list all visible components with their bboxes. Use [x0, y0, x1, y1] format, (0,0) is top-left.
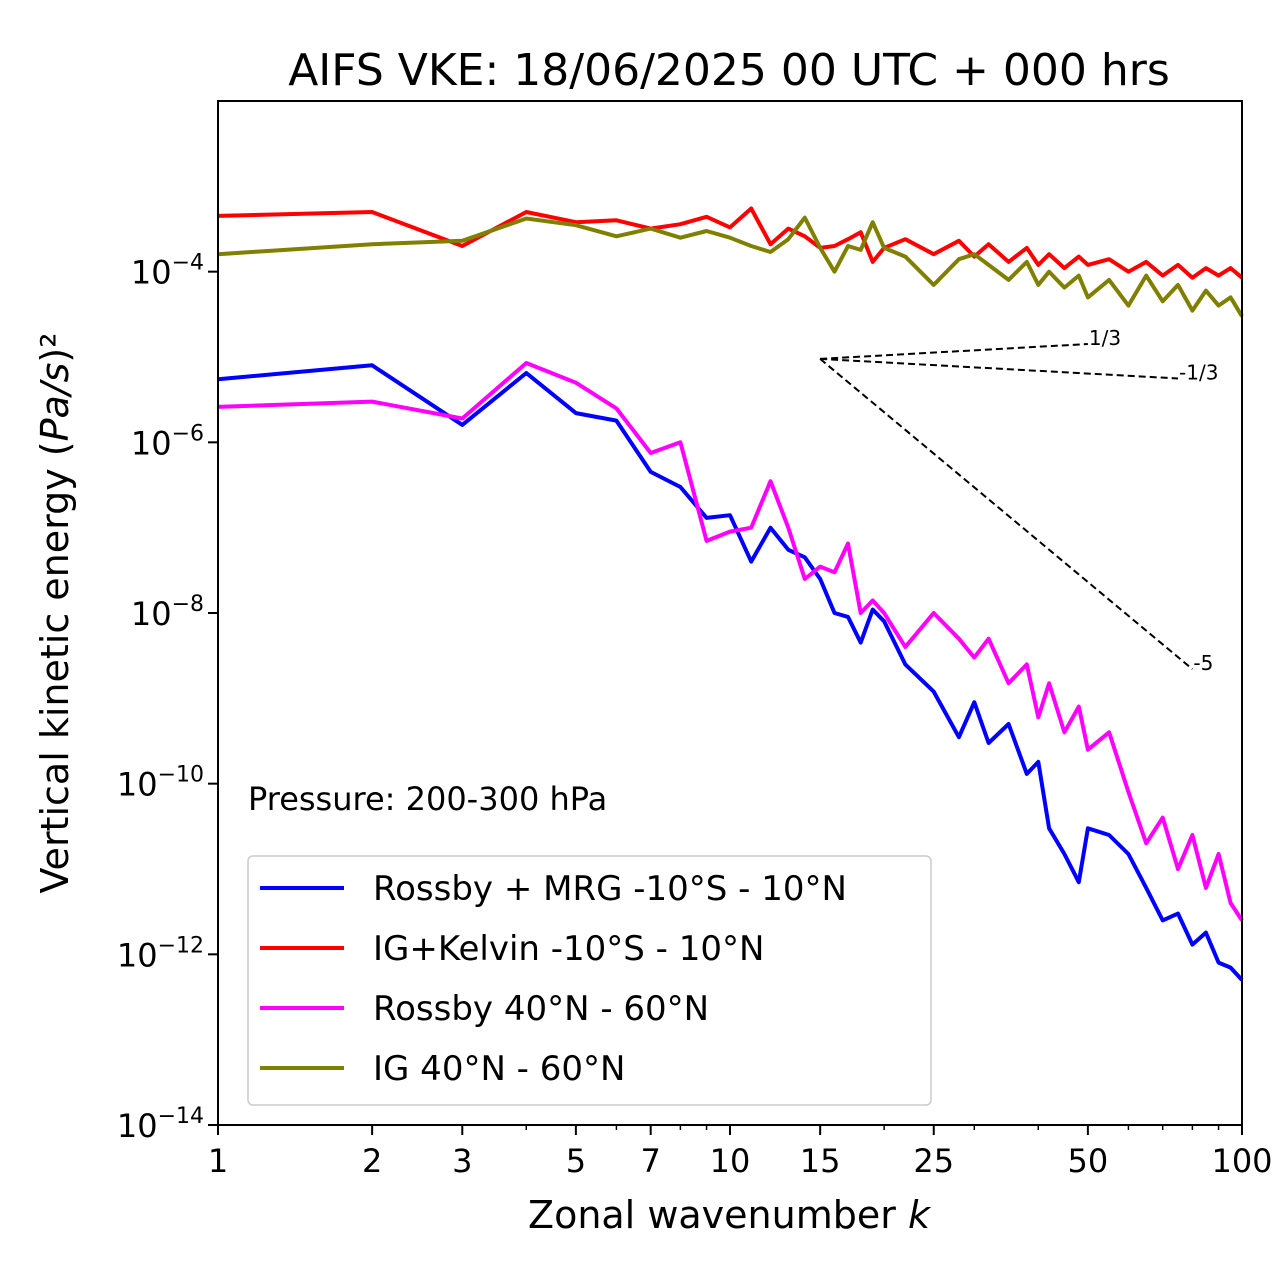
reference-slope-line-1 — [820, 343, 1088, 360]
chart-title: AIFS VKE: 18/06/2025 00 UTC + 000 hrs — [288, 45, 1170, 96]
legend-items: Rossby + MRG -10°S - 10°N IG+Kelvin -10°S… — [260, 869, 847, 1089]
pressure-annotation: Pressure: 200-300 hPa — [248, 780, 607, 818]
legend-label-2: IG+Kelvin -10°S - 10°N — [373, 929, 764, 969]
legend-label-3: Rossby 40°N - 60°N — [373, 989, 709, 1029]
x-axis-label: Zonal wavenumber k — [528, 1193, 932, 1237]
legend-box — [247, 855, 932, 1106]
x-tick-label: 7 — [641, 1142, 661, 1180]
y-tick-label: 10−10 — [117, 763, 204, 804]
y-tick-label: 10−8 — [131, 592, 204, 633]
x-axis-ticks: 1 2 3 5 7 10 15 25 50 100 — [208, 1125, 1273, 1180]
x-tick-label: 3 — [452, 1142, 472, 1180]
legend-label-4: IG 40°N - 60°N — [373, 1049, 625, 1089]
y-tick-label: 10−6 — [131, 421, 204, 462]
series-line-1 — [217, 363, 1244, 982]
reference-slope-label-2: -1/3 — [1179, 360, 1218, 384]
y-tick-label: 10−4 — [131, 251, 204, 292]
x-tick-label: 100 — [1211, 1142, 1272, 1180]
series-line-4 — [217, 215, 1244, 318]
reference-slope-label-1: 1/3 — [1089, 326, 1121, 350]
x-tick-label: 25 — [913, 1142, 954, 1180]
legend-label-1: Rossby + MRG -10°S - 10°N — [373, 869, 847, 909]
x-tick-label: 15 — [800, 1142, 841, 1180]
series-lines — [217, 206, 1244, 982]
reference-slopes: 1/3 -1/3 -5 — [819, 326, 1218, 675]
y-axis-ticks: 10−14 10−12 10−10 10−8 10−6 10−4 — [117, 251, 218, 1145]
reference-slope-line-3 — [819, 358, 1194, 670]
y-tick-label: 10−14 — [117, 1104, 204, 1145]
x-tick-label: 5 — [566, 1142, 586, 1180]
reference-slope-line-2 — [820, 357, 1179, 380]
x-tick-label: 50 — [1068, 1142, 1109, 1180]
y-tick-label: 10−12 — [117, 933, 204, 974]
legend: Rossby + MRG -10°S - 10°N IG+Kelvin -10°S… — [247, 855, 932, 1106]
x-tick-label: 1 — [208, 1142, 228, 1180]
x-tick-label: 10 — [710, 1142, 751, 1180]
reference-slope-label-3: -5 — [1193, 651, 1213, 675]
series-line-3 — [217, 361, 1244, 922]
series-line-2 — [217, 206, 1244, 280]
x-tick-label: 2 — [362, 1142, 382, 1180]
y-axis-label: Vertical kinetic energy (Pa/s)² — [33, 333, 77, 894]
